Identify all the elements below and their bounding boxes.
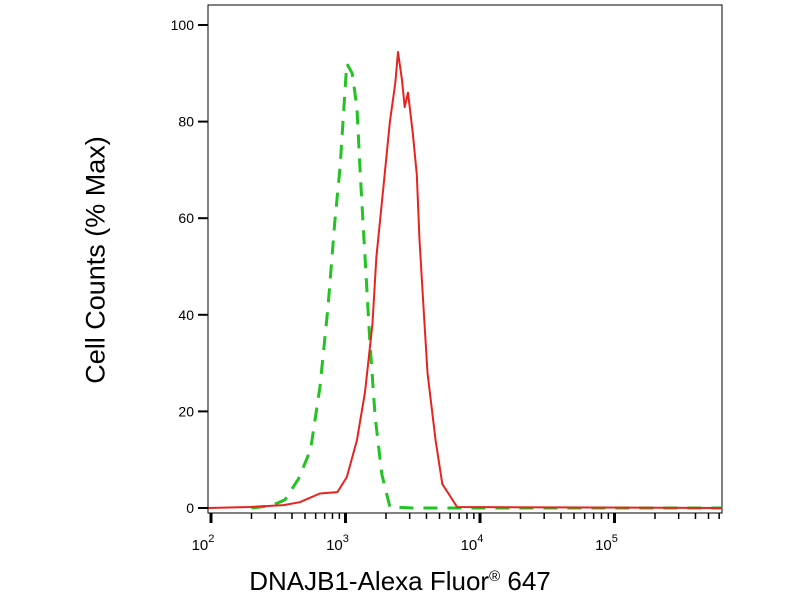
- x-axis-label-main: DNAJB1-Alexa Fluor: [249, 566, 490, 596]
- x-tick-exponent: 5: [612, 533, 618, 545]
- y-tick-label: 100: [171, 17, 195, 33]
- x-axis-label: DNAJB1-Alexa Fluor® 647: [0, 566, 800, 597]
- y-tick-label: 0: [186, 500, 194, 516]
- x-tick-exponent: 2: [208, 533, 214, 545]
- y-tick-label: 20: [178, 403, 194, 419]
- x-tick-label: 105: [595, 533, 618, 554]
- sample-histogram-line: [208, 51, 723, 509]
- x-tick-base: 10: [326, 537, 343, 554]
- x-tick-base: 10: [192, 537, 209, 554]
- x-tick-label: 103: [326, 533, 349, 554]
- plot-frame: [207, 4, 723, 514]
- x-tick-exponent: 4: [477, 533, 483, 545]
- x-axis-label-tail: 647: [500, 566, 551, 596]
- x-tick-label: 104: [461, 533, 484, 554]
- x-tick-base: 10: [461, 537, 478, 554]
- x-tick-exponent: 3: [343, 533, 349, 545]
- registered-mark: ®: [489, 568, 501, 585]
- y-axis-label: Cell Counts (% Max): [80, 136, 111, 384]
- y-tick-label: 80: [178, 114, 194, 130]
- control-histogram-line: [251, 62, 723, 510]
- x-tick-label: 102: [192, 533, 215, 554]
- y-tick-label: 40: [178, 307, 194, 323]
- y-tick-label: 60: [178, 210, 194, 226]
- x-tick-base: 10: [595, 537, 612, 554]
